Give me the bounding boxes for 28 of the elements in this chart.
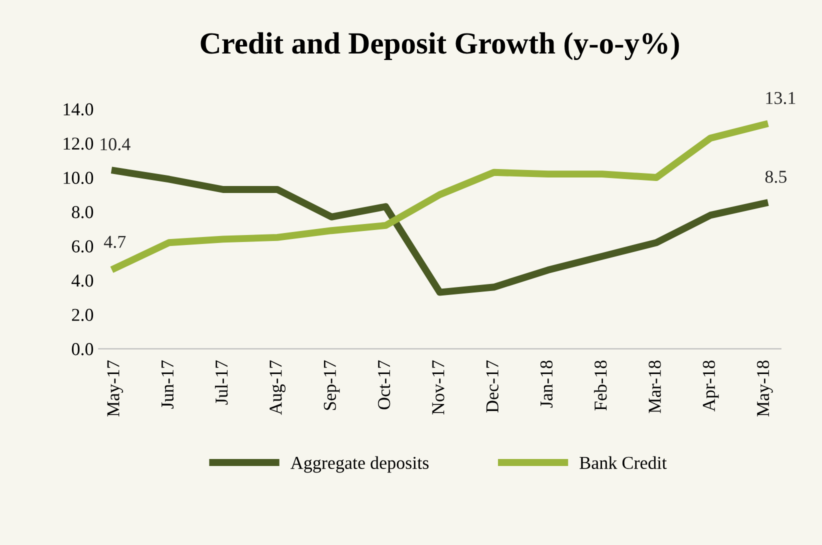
legend-label: Aggregate deposits (290, 456, 429, 473)
y-tick-label: 8.0 (72, 206, 94, 218)
legend-label: Bank Credit (580, 456, 667, 469)
y-tick-label: 0.0 (72, 343, 94, 356)
x-tick-label: Oct-17 (378, 360, 390, 410)
y-tick-label: 4.0 (72, 274, 94, 287)
x-tick-label: Aug-17 (270, 360, 286, 415)
data-label: 4.7 (104, 236, 126, 248)
x-tick-label: Jul-17 (214, 360, 228, 405)
y-tick-label: 2.0 (72, 308, 94, 322)
x-tick-label: Apr-18 (702, 360, 719, 412)
y-tick-label: 14.0 (64, 103, 94, 116)
x-tick-label: Sep-17 (324, 360, 340, 410)
data-label: 13.1 (766, 92, 796, 104)
data-label: 10.4 (100, 138, 130, 150)
chart-title: Credit and Deposit Growth (y-o-y%) (200, 32, 679, 60)
x-tick-label: May-18 (756, 360, 773, 417)
x-tick-label: Jan-18 (540, 360, 553, 408)
y-tick-label: 10.0 (64, 172, 94, 184)
y-tick-label: 12.0 (64, 138, 94, 150)
x-tick-label: May-17 (107, 360, 124, 417)
x-tick-label: Feb-18 (594, 360, 607, 411)
x-tick-label: Mar-18 (648, 360, 661, 414)
x-tick-label: Dec-17 (486, 360, 498, 413)
data-label: 8.5 (765, 170, 787, 183)
x-tick-label: Nov-17 (432, 360, 444, 415)
x-tick-label: Jun-17 (161, 360, 174, 409)
y-tick-label: 6.0 (72, 240, 94, 253)
